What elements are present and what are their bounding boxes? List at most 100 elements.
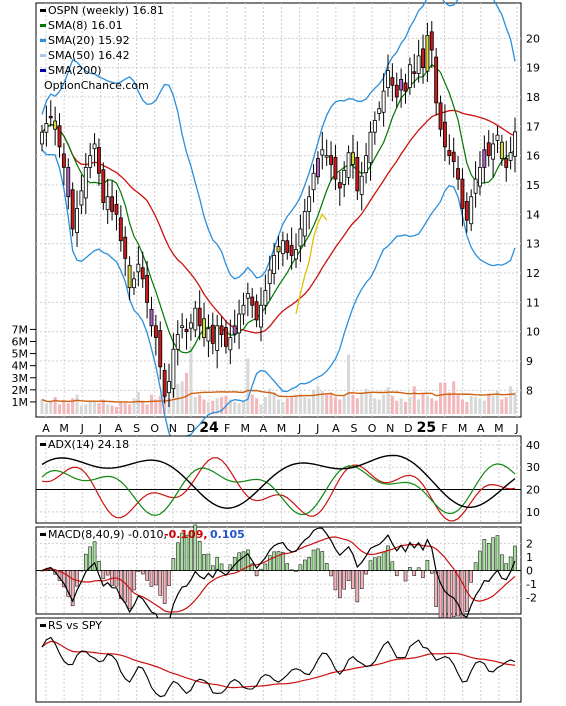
volume-bar [141,400,145,414]
candle-body [508,152,513,161]
candle-body [320,149,325,156]
macd-histogram-bar [140,570,145,575]
volume-bar [106,404,110,414]
macd-histogram-bar [149,570,154,587]
volume-bar [184,372,189,414]
macd-histogram-bar [276,551,281,571]
volume-bar [417,399,421,414]
volume-bar [368,392,373,414]
candle-body [167,381,171,394]
candle-body [97,147,101,174]
candle-body [421,48,425,69]
macd-histogram-bar [197,540,202,571]
volume-bar [233,401,237,414]
macd-histogram-bar [495,535,500,571]
volume-bar [123,403,127,414]
x-tick-label: M [241,422,251,435]
volume-bar [237,403,241,414]
macd-histogram-bar [263,563,268,571]
volume-bar [215,398,219,414]
candle-body [294,249,298,260]
candle-body [132,278,136,289]
macd-histogram-bar [154,570,158,586]
volume-bar [298,393,302,414]
candle-body [495,134,500,141]
candle-body [513,131,517,157]
candle-body [175,334,180,350]
legend-entry: SMA(8) 16.01 [48,19,123,32]
candle-body [53,120,58,130]
price-tick-label: 10 [526,326,540,339]
volume-bar [211,400,215,414]
macd-histogram-bar [425,560,430,571]
volume-bar [285,398,289,414]
macd-label: MACD(8,40,9) -0.010, [48,528,167,541]
candle-body [499,141,504,160]
macd-histogram-bar [132,570,136,591]
volume-bar [460,399,464,414]
volume-bar [329,393,333,414]
candle-body [61,153,66,168]
volume-bar [395,400,399,414]
macd-histogram-bar [272,551,276,571]
macd-histogram-bar [189,530,193,571]
candle-body [280,240,285,255]
x-tick-label: M [277,422,287,435]
candle-body [123,236,128,259]
macd-histogram-bar [298,564,303,571]
x-tick-label: S [350,422,357,435]
price-panel: A M J J A S O N D 24 F M A M J J A S O N D 25 F M A M J89101112131… [12,0,540,444]
volume-bar [149,394,154,414]
candle-body [429,31,434,51]
macd-histogram-bar [359,570,364,589]
volume-bar [84,404,88,414]
candle-body [368,131,373,164]
candle-body [486,142,491,157]
volume-bar [474,397,478,414]
candle-body [412,71,417,74]
macd-histogram-bar [254,570,259,577]
macd-histogram-bar [101,570,106,579]
candle-body [83,166,88,199]
macd-histogram-bar [456,570,460,617]
macd-histogram-bar [342,570,346,590]
candle-body [224,327,228,347]
volume-bar [320,391,324,414]
macd-tick-label: 0 [526,565,533,578]
macd-histogram-bar [373,557,377,571]
volume-bar [136,392,140,414]
macd-histogram-bar [412,570,417,576]
candle-body [66,166,71,198]
candle-body [438,102,443,130]
x-tick-label: O [150,422,159,435]
macd-tick-label: 1 [526,551,533,564]
volume-bar [202,399,206,414]
candle-body [464,201,469,221]
volume-bar [504,397,508,414]
volume-bar [443,382,447,414]
candle-body [289,245,294,256]
candle-body [149,308,154,327]
macd-line [41,527,516,633]
candle-body [315,158,320,178]
candle-body [197,307,202,327]
price-tick-label: 18 [526,91,540,104]
x-tick-label: J [98,422,102,435]
candle-body [162,369,167,397]
macd-histogram-bar [145,570,149,581]
macd-histogram-bar [513,545,517,571]
candle-body [442,121,447,148]
volume-bar [44,403,48,414]
macd-histogram-bar [368,560,373,571]
volume-bar [189,346,193,414]
rs-panel: RS vs SPY [35,617,522,703]
volume-bar [49,401,53,414]
candle-body [447,149,452,157]
macd-histogram-bar [500,554,504,571]
volume-tick-label: 1M [12,396,29,409]
candle-body [245,293,250,299]
macd-histogram-bar [302,559,307,571]
volume-bar [259,404,263,414]
volume-bar [128,404,132,414]
